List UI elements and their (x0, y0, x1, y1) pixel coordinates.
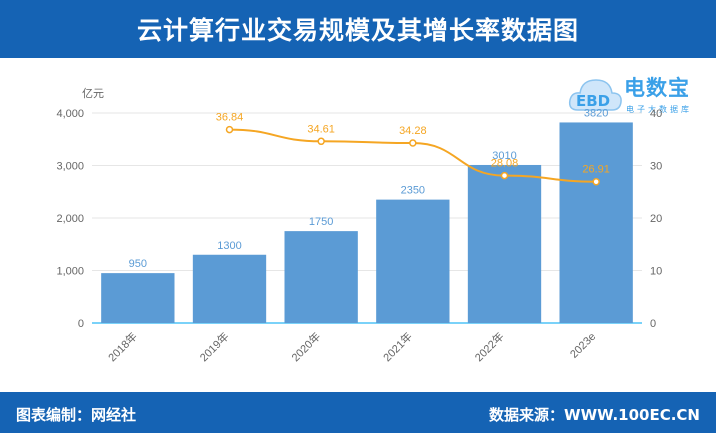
y2-tick-label: 0 (650, 318, 656, 330)
footer-source: 数据来源：WWW.100EC.CN (489, 406, 700, 424)
right-axis: 0 10 20 30 40 (650, 108, 662, 330)
bar (376, 199, 450, 323)
bar-value-label: 1300 (217, 240, 241, 252)
bar (101, 273, 175, 323)
footer: 图表编制：网经社 数据来源：WWW.100EC.CN (0, 392, 716, 433)
grid (92, 112, 642, 324)
logo-text: 电数宝 (624, 76, 690, 100)
footer-credit: 图表编制：网经社 (16, 406, 137, 424)
bar-value-label: 3820 (584, 107, 608, 119)
line-value-label: 34.61 (307, 123, 335, 135)
line-point (225, 125, 234, 134)
y2-tick-label: 40 (650, 108, 662, 120)
bar (467, 164, 542, 323)
bar-value-label: 1750 (309, 216, 333, 228)
line-point (592, 177, 600, 186)
y-tick-label: 4,000 (56, 108, 84, 120)
y-tick-label: 3,000 (56, 161, 84, 173)
line-point (409, 139, 417, 147)
bar-labels: 950 1300 1750 2350 3010 3820 (129, 107, 609, 270)
y2-tick-label: 20 (650, 213, 662, 225)
line-point (317, 137, 325, 146)
y2-tick-label: 10 (650, 266, 662, 278)
chart-title: 云计算行业交易规模及其增长率数据图 (0, 0, 716, 58)
x-tick-label: 2019年 (197, 329, 232, 364)
bars (101, 122, 633, 323)
bar-value-label: 3010 (492, 150, 516, 162)
line-value-label: 34.28 (399, 125, 427, 137)
bar (284, 231, 358, 323)
line-point (500, 171, 509, 180)
line-value-label: 36.84 (216, 112, 244, 124)
y-tick-label: 1,000 (56, 266, 84, 278)
growth-line: 36.84 34.61 34.28 28.08 26.91 (216, 112, 610, 186)
line-value-label: 26.91 (582, 164, 610, 176)
bar (192, 254, 267, 323)
line-value-label: 28.08 (491, 158, 519, 170)
logo: EBD 电数宝 电子大数据库 (566, 66, 712, 122)
chart: 亿元 0 1,000 2,000 3,000 4,000 0 10 20 30 40 950 13… (56, 87, 662, 364)
x-tick-label: 2021年 (380, 329, 415, 364)
x-tick-label: 2023e (568, 331, 598, 361)
x-tick-label: 2020年 (288, 329, 323, 364)
y-tick-label: 0 (78, 318, 84, 330)
y-tick-label: 2,000 (56, 213, 84, 225)
logo-subtext: 电子大数据库 (626, 105, 692, 114)
bar (559, 122, 633, 323)
left-axis: 0 1,000 2,000 3,000 4,000 (56, 108, 84, 330)
x-tick-label: 2022年 (472, 329, 507, 364)
bar-value-label: 950 (129, 258, 147, 270)
y2-tick-label: 30 (650, 161, 662, 173)
x-tick-label: 2018年 (105, 329, 140, 364)
logo-mark: EBD (576, 92, 610, 110)
y-axis-label: 亿元 (82, 87, 104, 100)
x-axis: 2018年 2019年 2020年 2021年 2022年 2023e (105, 329, 598, 364)
cloud-logo-icon: EBD (568, 79, 622, 111)
bar-value-label: 2350 (401, 185, 425, 197)
